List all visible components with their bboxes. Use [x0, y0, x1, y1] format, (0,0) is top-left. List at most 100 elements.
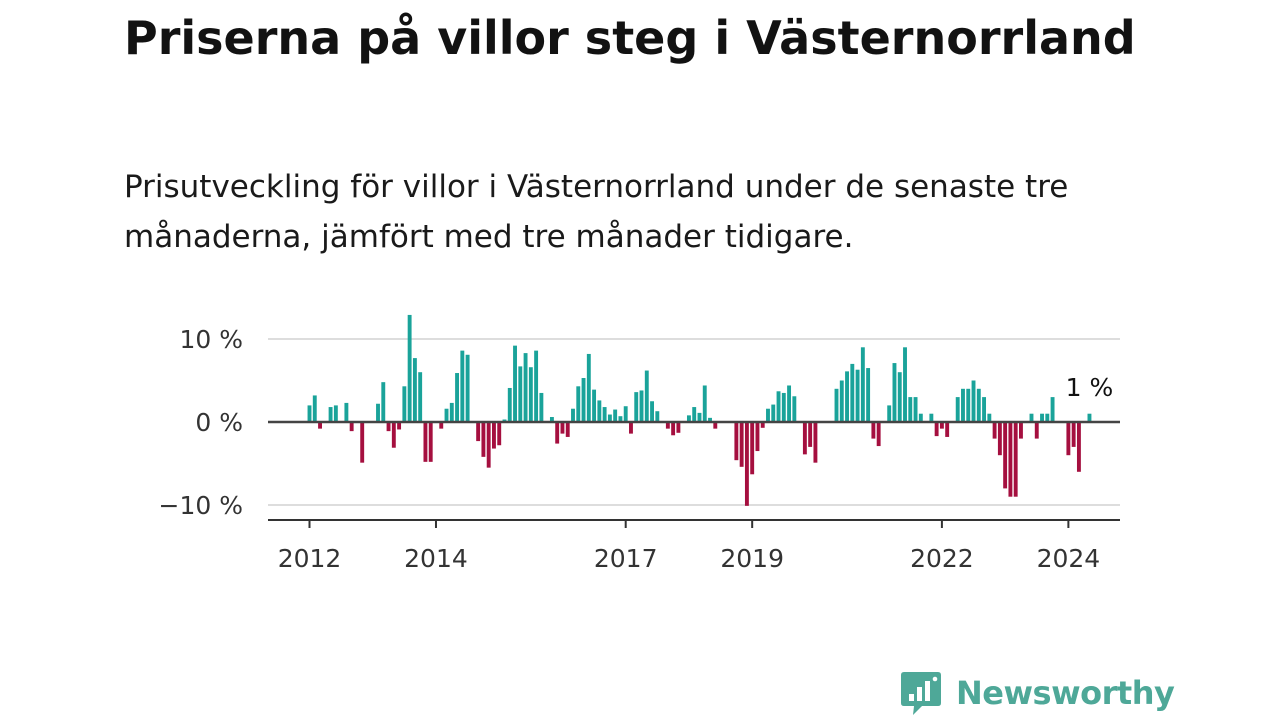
bar — [781, 392, 786, 422]
bar — [871, 422, 876, 439]
bar — [1013, 422, 1018, 497]
bar — [618, 416, 623, 422]
bar — [444, 408, 449, 422]
bar — [908, 397, 913, 422]
bar — [549, 417, 554, 422]
bar — [713, 422, 718, 429]
bar — [1076, 422, 1081, 472]
bar — [613, 409, 618, 422]
y-tick-label: 0 % — [195, 408, 243, 437]
bar — [465, 354, 470, 422]
bar — [992, 422, 997, 439]
bar — [671, 422, 676, 436]
bar — [402, 386, 407, 422]
bar — [312, 395, 317, 422]
x-tick-label: 2017 — [594, 544, 658, 573]
bar — [934, 422, 939, 437]
bar — [639, 390, 644, 422]
bar — [650, 401, 654, 422]
bar — [1087, 413, 1092, 422]
bar — [1003, 422, 1008, 489]
bar — [982, 397, 987, 422]
brand-name: Newsworthy — [956, 674, 1175, 712]
bar — [1029, 413, 1034, 422]
x-tick-label: 2014 — [404, 544, 468, 573]
bar — [381, 382, 386, 422]
bar — [860, 347, 865, 422]
bar — [397, 422, 402, 430]
bar — [418, 372, 423, 422]
bar — [997, 422, 1002, 456]
bar — [455, 373, 460, 422]
bar — [1066, 422, 1071, 456]
newsworthy-logo: Newsworthy — [900, 668, 1175, 718]
bar — [903, 347, 907, 422]
x-tick-label: 2024 — [1037, 544, 1101, 573]
bar — [328, 407, 333, 422]
bar — [1071, 422, 1076, 447]
bar — [939, 422, 944, 429]
bar — [318, 422, 322, 429]
bar — [476, 422, 481, 442]
bar — [887, 405, 892, 422]
bar — [597, 400, 602, 422]
last-value-label: 1 % — [1066, 373, 1114, 402]
bar — [423, 422, 428, 462]
bar — [407, 314, 412, 422]
y-tick-label: −10 % — [159, 491, 243, 520]
bar — [987, 413, 992, 422]
bar — [623, 406, 628, 422]
bar — [449, 402, 454, 422]
bar — [539, 392, 544, 422]
bar — [945, 422, 950, 437]
bar — [333, 405, 338, 422]
bar — [1019, 422, 1023, 439]
x-tick-label: 2019 — [720, 544, 784, 573]
bar — [586, 353, 591, 422]
x-tick-label: 2022 — [910, 544, 974, 573]
x-axis-ticks: 2012 2014 2017 2019 2022 2024 — [278, 520, 1101, 573]
bar — [644, 370, 649, 422]
bar — [702, 385, 707, 422]
bars — [307, 314, 1092, 506]
bar — [697, 412, 702, 422]
bar — [686, 415, 691, 422]
bar — [307, 405, 312, 422]
bar — [360, 422, 365, 463]
bar — [750, 422, 755, 475]
bar — [518, 366, 523, 422]
bar — [486, 422, 491, 468]
bar — [460, 350, 465, 422]
bar — [802, 422, 807, 455]
bar — [576, 386, 581, 422]
bar — [734, 422, 739, 461]
bar — [555, 422, 560, 444]
bar — [391, 422, 396, 448]
bar — [412, 358, 417, 422]
bar — [665, 422, 670, 429]
bar — [513, 345, 517, 422]
bar — [634, 392, 639, 422]
bar — [892, 363, 897, 422]
bar — [655, 411, 660, 422]
bar — [481, 422, 486, 457]
bar — [760, 422, 765, 428]
bar — [776, 391, 781, 422]
bar — [560, 422, 565, 434]
bar — [507, 387, 512, 422]
bar — [839, 380, 844, 422]
bar — [428, 422, 433, 462]
bar — [602, 407, 607, 422]
bar — [813, 422, 818, 463]
bar-chart: 10 % 0 % −10 % 2012 2014 2017 2019 2022 2024 1 … — [159, 314, 1120, 573]
bar — [808, 422, 813, 447]
bar — [1008, 422, 1013, 497]
bar — [676, 422, 681, 433]
chart-title: Priserna på villor steg i Västernorrland — [124, 11, 1136, 65]
bar — [349, 422, 354, 432]
bar — [492, 422, 496, 449]
newsworthy-logo-icon — [901, 672, 941, 715]
chart-subtitle: Prisutveckling för villor i Västernorrla… — [124, 169, 1069, 255]
bar — [708, 417, 712, 422]
bar — [344, 402, 349, 422]
